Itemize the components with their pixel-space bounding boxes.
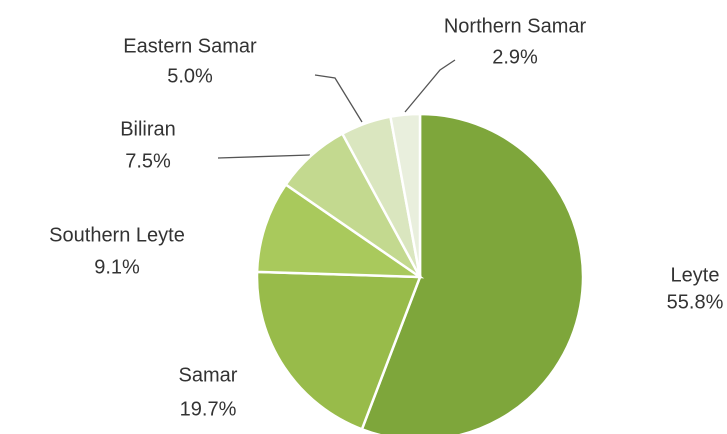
pie-slice bbox=[255, 182, 425, 279]
pie-slice bbox=[360, 112, 585, 434]
leader-line bbox=[404, 59, 456, 113]
slice-label: Leyte bbox=[671, 264, 720, 286]
slice-label: Southern Leyte bbox=[49, 224, 185, 246]
slice-label: Northern Samar bbox=[444, 15, 587, 37]
leader-line bbox=[217, 154, 311, 159]
slice-value-label: 19.7% bbox=[180, 398, 237, 420]
pie-slice bbox=[255, 270, 422, 431]
slice-value-label: 55.8% bbox=[667, 291, 724, 313]
slice-value-label: 9.1% bbox=[94, 256, 140, 278]
slice-value-label: 5.0% bbox=[167, 65, 213, 87]
leader-line bbox=[314, 74, 363, 123]
slice-label: Biliran bbox=[120, 118, 176, 140]
slice-label: Eastern Samar bbox=[123, 35, 257, 57]
slice-label: Samar bbox=[179, 364, 238, 386]
slice-value-label: 7.5% bbox=[125, 150, 171, 172]
pie-slice bbox=[389, 112, 422, 278]
slice-value-label: 2.9% bbox=[492, 46, 538, 68]
